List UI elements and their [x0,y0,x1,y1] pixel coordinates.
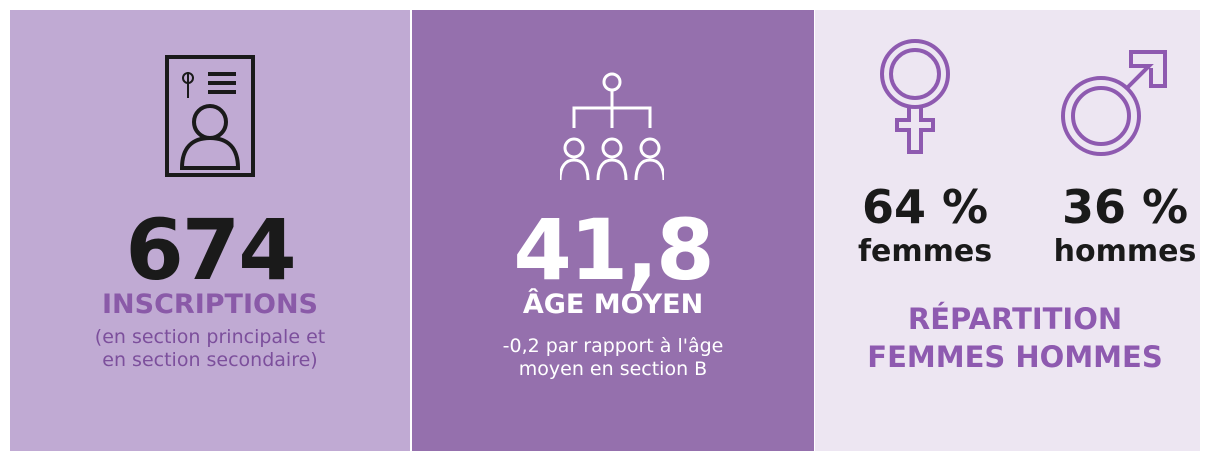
icon-female [880,39,950,154]
label: ÂGE MOYEN [522,289,704,320]
note: (en section principale et en section sec… [94,326,326,371]
label: RÉPARTITION FEMMES HOMMES [867,302,1163,374]
note: -0,2 par rapport à l'âge moyen en sectio… [502,335,724,380]
panel-age: 41,8 ÂGE MOYEN -0,2 par rapport à l'âge … [412,10,814,451]
female-value: 64 % [861,180,989,234]
value: 41,8 [513,201,714,299]
label: INSCRIPTIONS [102,289,318,320]
value: 674 [125,201,296,299]
icon-card [165,55,255,177]
icon-hierarchy [560,72,664,181]
female-label: femmes [857,234,993,269]
panel-inscriptions: 674 INSCRIPTIONS (en section principale … [10,10,410,451]
male-label: hommes [1053,234,1197,269]
icon-male [1061,50,1167,156]
panel-gender: 64 % femmes 36 % hommes RÉPARTITION FEMM… [815,10,1200,451]
male-value: 36 % [1061,180,1189,234]
